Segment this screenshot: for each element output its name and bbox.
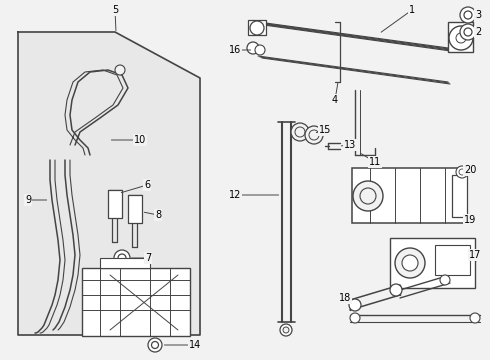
Text: 20: 20 <box>464 165 476 175</box>
Text: 9: 9 <box>25 195 31 205</box>
Circle shape <box>280 324 292 336</box>
Text: 10: 10 <box>134 135 146 145</box>
Circle shape <box>309 130 319 140</box>
Bar <box>128 195 142 223</box>
Circle shape <box>456 166 468 178</box>
Bar <box>100 258 150 268</box>
Circle shape <box>390 284 402 296</box>
Text: 3: 3 <box>475 10 481 20</box>
Circle shape <box>247 42 259 54</box>
Text: 17: 17 <box>469 250 481 260</box>
Circle shape <box>402 255 418 271</box>
Circle shape <box>353 181 383 211</box>
Polygon shape <box>18 32 200 335</box>
Circle shape <box>291 123 309 141</box>
Circle shape <box>470 313 480 323</box>
Text: 16: 16 <box>229 45 241 55</box>
Circle shape <box>440 275 450 285</box>
Bar <box>390 238 475 288</box>
Bar <box>248 20 266 35</box>
Text: 5: 5 <box>112 5 118 15</box>
Circle shape <box>464 11 472 19</box>
Text: 4: 4 <box>332 95 338 105</box>
Circle shape <box>460 7 476 23</box>
Bar <box>108 190 122 218</box>
Bar <box>82 268 190 336</box>
Text: 14: 14 <box>189 340 201 350</box>
Text: 18: 18 <box>339 293 351 303</box>
Circle shape <box>151 342 158 348</box>
Circle shape <box>295 127 305 137</box>
Circle shape <box>459 169 465 175</box>
Circle shape <box>283 327 289 333</box>
Text: 1: 1 <box>409 5 415 15</box>
Bar <box>452 175 467 217</box>
Circle shape <box>456 33 466 43</box>
Circle shape <box>349 299 361 311</box>
Circle shape <box>255 45 265 55</box>
Text: 6: 6 <box>144 180 150 190</box>
Text: 13: 13 <box>344 140 356 150</box>
Text: 8: 8 <box>155 210 161 220</box>
Text: 2: 2 <box>475 27 481 37</box>
Circle shape <box>395 248 425 278</box>
Text: 15: 15 <box>319 125 331 135</box>
Circle shape <box>449 26 473 50</box>
Circle shape <box>115 65 125 75</box>
Bar <box>352 168 467 223</box>
Circle shape <box>250 21 264 35</box>
Text: 11: 11 <box>369 157 381 167</box>
Circle shape <box>350 313 360 323</box>
Circle shape <box>118 254 126 262</box>
Circle shape <box>464 28 472 36</box>
Text: 12: 12 <box>229 190 241 200</box>
Text: 7: 7 <box>145 253 151 263</box>
Circle shape <box>360 188 376 204</box>
Circle shape <box>148 338 162 352</box>
Circle shape <box>460 24 476 40</box>
Bar <box>435 245 470 275</box>
Circle shape <box>114 250 130 266</box>
Text: 19: 19 <box>464 215 476 225</box>
Bar <box>448 22 473 52</box>
Circle shape <box>305 126 323 144</box>
